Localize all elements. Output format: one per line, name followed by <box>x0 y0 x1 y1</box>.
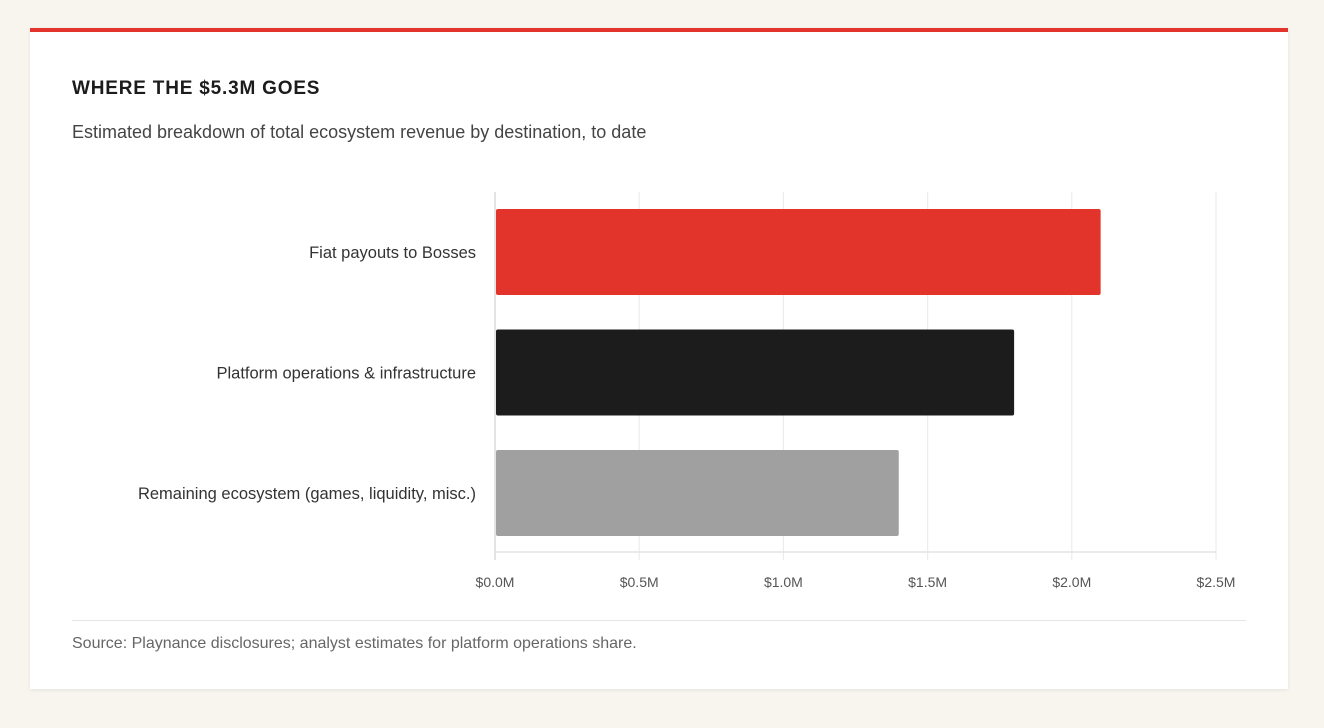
bar <box>496 450 899 536</box>
bar <box>496 329 1015 416</box>
footer-divider <box>72 620 1246 621</box>
x-axis: $0.0M $0.5M $1.0M $1.5M $2.0M $2.5M <box>476 551 1236 590</box>
x-tick-label: $2.0M <box>1052 574 1091 590</box>
chart-title: WHERE THE $5.3M GOES <box>72 78 321 99</box>
category-labels: Fiat payouts to Bosses Platform operation… <box>138 244 476 503</box>
bar <box>496 209 1101 295</box>
category-label: Fiat payouts to Bosses <box>309 244 476 262</box>
x-tick-label: $1.5M <box>908 574 947 590</box>
x-tick-label: $2.5M <box>1197 574 1236 590</box>
category-label: Platform operations & infrastructure <box>216 365 476 383</box>
source-note: Source: Playnance disclosures; analyst e… <box>72 635 637 652</box>
chart-subtitle: Estimated breakdown of total ecosystem r… <box>72 122 647 142</box>
category-label: Remaining ecosystem (games, liquidity, m… <box>138 485 476 503</box>
x-tick-label: $0.0M <box>476 574 515 590</box>
bars <box>496 209 1101 536</box>
x-tick-label: $1.0M <box>764 574 803 590</box>
x-tick-label: $0.5M <box>620 574 659 590</box>
